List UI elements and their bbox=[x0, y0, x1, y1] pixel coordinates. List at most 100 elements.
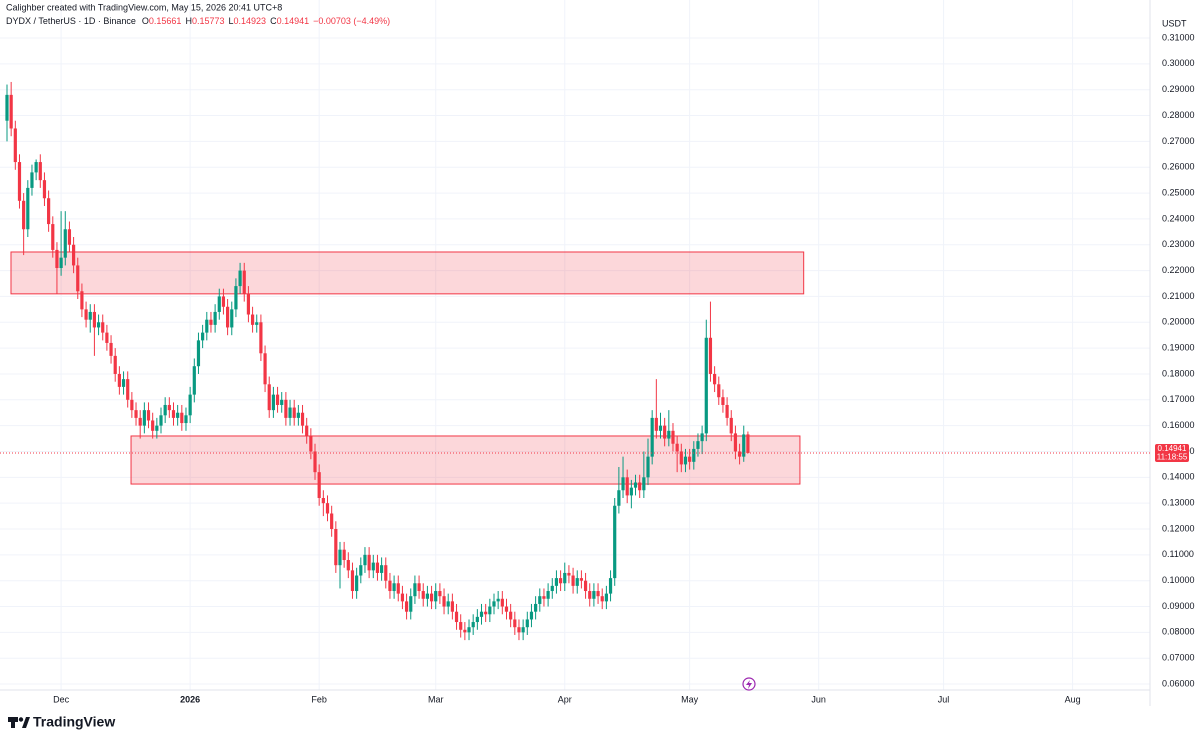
candle-body bbox=[696, 441, 700, 449]
candle-body bbox=[725, 404, 729, 418]
candle-body bbox=[683, 456, 688, 465]
event-bolt bbox=[746, 680, 752, 689]
candle-body bbox=[346, 560, 350, 571]
candle-body bbox=[350, 570, 355, 592]
candle-body bbox=[592, 591, 596, 599]
candle-body bbox=[317, 472, 321, 498]
candle-body bbox=[467, 627, 471, 633]
ohlc-prefix: L bbox=[229, 16, 234, 26]
candle-body bbox=[454, 611, 459, 623]
y-tick-label: 0.23000 bbox=[1162, 239, 1195, 249]
candle-body bbox=[96, 322, 101, 328]
candle-layer bbox=[5, 81, 750, 641]
candle-body bbox=[146, 410, 151, 421]
candle-body bbox=[59, 257, 63, 269]
candle-body bbox=[742, 434, 746, 457]
candle-body bbox=[226, 306, 230, 328]
candle-body bbox=[159, 415, 163, 426]
candle-body bbox=[438, 591, 442, 597]
y-tick-label: 0.21000 bbox=[1162, 291, 1195, 301]
candle-body bbox=[717, 384, 721, 398]
candle-body bbox=[355, 575, 359, 592]
candle-body bbox=[221, 296, 226, 307]
candle-body bbox=[280, 399, 284, 405]
y-tick-label: 0.20000 bbox=[1162, 317, 1195, 327]
candle-body bbox=[76, 265, 80, 292]
candle-body bbox=[380, 565, 384, 573]
candle-body bbox=[388, 580, 392, 592]
currency: USDT bbox=[1162, 18, 1187, 28]
x-tick-label: Aug bbox=[1065, 694, 1081, 704]
y-tick-label: 0.13000 bbox=[1162, 498, 1195, 508]
candle-body bbox=[625, 477, 629, 496]
y-tick-label: 0.14000 bbox=[1162, 472, 1195, 482]
y-tick-label: 0.25000 bbox=[1162, 187, 1195, 197]
ohlc-value: 0.15661 bbox=[149, 16, 182, 26]
last-price-tag bbox=[1155, 444, 1189, 463]
brand-logo: TradingView bbox=[8, 714, 115, 730]
logo-mark bbox=[11, 717, 15, 728]
y-tick-label: 0.31000 bbox=[1162, 32, 1195, 42]
candle-body bbox=[342, 549, 346, 561]
candle-body bbox=[546, 591, 550, 599]
candle-body bbox=[425, 593, 429, 599]
candle-body bbox=[101, 322, 105, 333]
candle-body bbox=[184, 415, 188, 424]
candle-body bbox=[67, 229, 72, 245]
candle-body bbox=[517, 627, 521, 633]
candle-body bbox=[130, 399, 134, 411]
candle-body bbox=[138, 417, 142, 426]
candle-body bbox=[642, 477, 646, 491]
y-tick-label: 0.06000 bbox=[1162, 678, 1195, 688]
candle-body bbox=[13, 128, 17, 163]
candle-body bbox=[334, 529, 338, 566]
candle-body bbox=[675, 443, 679, 452]
candle-body bbox=[384, 565, 388, 581]
x-tick-label: Apr bbox=[558, 694, 572, 704]
candle-body bbox=[71, 244, 76, 266]
candle-body bbox=[496, 598, 500, 602]
x-tick-label: Feb bbox=[311, 694, 327, 704]
candle-body bbox=[30, 172, 34, 188]
y-tick-label: 0.24000 bbox=[1162, 213, 1195, 223]
candle-body bbox=[575, 578, 579, 586]
candle-body bbox=[234, 286, 238, 310]
candle-body bbox=[442, 596, 446, 607]
candle-body bbox=[638, 482, 642, 491]
candle-body bbox=[417, 583, 421, 592]
candle-body bbox=[650, 417, 654, 457]
candle-body bbox=[629, 487, 633, 496]
candle-body bbox=[471, 622, 475, 628]
candle-body bbox=[558, 578, 563, 584]
event-icon[interactable] bbox=[742, 677, 756, 691]
candle-body bbox=[180, 412, 184, 424]
candle-body bbox=[542, 596, 546, 599]
candle-body bbox=[26, 187, 30, 230]
candle-body bbox=[80, 291, 84, 310]
x-tick-label: May bbox=[681, 694, 699, 704]
y-tick-label: 0.12000 bbox=[1162, 523, 1195, 533]
countdown: 11:18:55 bbox=[1157, 453, 1188, 462]
candle-body bbox=[563, 572, 567, 584]
candle-body bbox=[596, 591, 600, 597]
candle-body bbox=[267, 384, 271, 411]
x-tick-label: Jun bbox=[811, 694, 826, 704]
y-tick-label: 0.08000 bbox=[1162, 627, 1195, 637]
candle-body bbox=[246, 293, 251, 315]
candle-body bbox=[688, 456, 692, 462]
candle-body bbox=[400, 593, 405, 602]
candle-body bbox=[604, 593, 608, 602]
candle-body bbox=[513, 619, 517, 628]
candle-body bbox=[708, 337, 713, 374]
candle-body bbox=[109, 342, 113, 356]
candle-body bbox=[275, 394, 280, 405]
ohlc-prefix: C bbox=[270, 16, 277, 26]
candle-body bbox=[188, 394, 192, 416]
candle-body bbox=[583, 580, 588, 592]
candle-body bbox=[429, 593, 434, 602]
candle-body bbox=[692, 448, 696, 462]
candle-body bbox=[529, 611, 534, 620]
y-tick-label: 0.17000 bbox=[1162, 394, 1195, 404]
candle-body bbox=[667, 430, 671, 439]
